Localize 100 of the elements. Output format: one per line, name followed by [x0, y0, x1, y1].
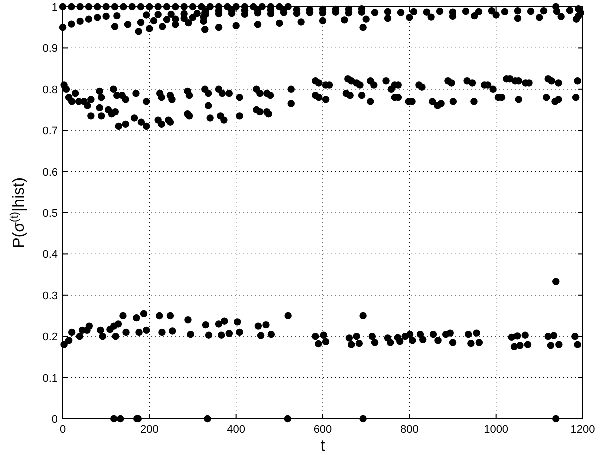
- point: [215, 24, 223, 32]
- point: [423, 8, 431, 16]
- point: [462, 8, 470, 16]
- x-axis-title: t: [320, 438, 326, 455]
- y-tick-label: 0.8: [42, 84, 58, 96]
- point: [143, 122, 150, 130]
- point: [150, 17, 158, 25]
- point: [436, 8, 444, 16]
- point: [471, 12, 478, 20]
- x-tick-label: 1000: [484, 424, 509, 436]
- point: [362, 16, 370, 23]
- point: [540, 8, 548, 15]
- point: [138, 118, 146, 126]
- point: [254, 21, 262, 28]
- point: [397, 9, 405, 16]
- point: [206, 114, 214, 122]
- point: [536, 14, 544, 22]
- point: [501, 8, 509, 16]
- point: [146, 25, 154, 32]
- point: [172, 21, 180, 28]
- point: [88, 112, 95, 120]
- y-tick-label: 0.3: [42, 290, 58, 302]
- point: [553, 8, 561, 16]
- point: [527, 8, 535, 16]
- point: [130, 114, 138, 122]
- point: [276, 20, 284, 28]
- point: [189, 14, 197, 22]
- point: [475, 8, 483, 16]
- point: [102, 12, 110, 20]
- y-tick-label: 0.9: [42, 43, 58, 56]
- point: [114, 12, 121, 20]
- y-tick-label: 0.7: [42, 126, 58, 138]
- point: [154, 11, 162, 18]
- point: [572, 16, 580, 23]
- point: [236, 112, 244, 120]
- point: [371, 9, 379, 16]
- point: [135, 28, 142, 36]
- x-tick-label: 1200: [570, 424, 596, 436]
- x-tick-label: 400: [227, 424, 246, 436]
- point: [98, 112, 106, 120]
- point: [94, 14, 102, 22]
- y-tick-label: 1: [52, 2, 58, 14]
- point: [322, 96, 330, 104]
- point: [143, 12, 150, 19]
- point: [316, 94, 323, 102]
- point: [124, 21, 132, 28]
- point: [220, 116, 228, 124]
- point: [555, 96, 562, 104]
- point: [112, 108, 120, 116]
- point: [85, 16, 93, 23]
- y-tick-label: 0.2: [42, 332, 58, 344]
- point: [298, 18, 305, 26]
- y-tick-label: 0.4: [42, 249, 58, 262]
- point: [429, 98, 436, 106]
- point: [410, 8, 418, 16]
- point: [115, 122, 122, 130]
- point: [470, 98, 478, 106]
- point: [566, 7, 574, 14]
- point: [202, 26, 209, 34]
- point: [194, 10, 201, 18]
- point: [572, 94, 580, 102]
- point: [232, 22, 240, 30]
- point: [168, 10, 175, 18]
- point: [159, 23, 166, 30]
- point: [288, 100, 295, 108]
- point: [358, 92, 366, 100]
- point: [450, 98, 458, 106]
- y-tick-label: 0.6: [42, 166, 58, 179]
- point: [319, 17, 327, 25]
- point: [185, 19, 192, 27]
- point: [341, 16, 348, 24]
- point: [428, 14, 435, 21]
- point: [543, 94, 550, 102]
- point: [205, 102, 212, 110]
- point: [367, 98, 374, 106]
- point: [68, 20, 76, 28]
- point: [256, 108, 264, 116]
- point: [76, 18, 84, 26]
- point: [96, 104, 104, 112]
- point: [558, 13, 565, 20]
- x-tick-label: 200: [140, 424, 159, 436]
- point: [515, 96, 522, 104]
- point: [360, 24, 367, 32]
- x-tick-label: 800: [400, 424, 419, 436]
- point: [406, 14, 414, 22]
- y-tick-label: 0.1: [42, 372, 58, 385]
- y-tick-label: 0: [52, 414, 58, 426]
- x-tick-label: 600: [314, 424, 332, 436]
- point: [488, 8, 496, 15]
- point: [265, 110, 272, 118]
- point: [158, 120, 166, 128]
- point: [438, 100, 445, 108]
- point: [514, 14, 522, 22]
- point: [384, 8, 392, 16]
- point: [346, 92, 354, 100]
- point: [111, 23, 119, 30]
- point: [122, 120, 130, 128]
- point: [514, 8, 522, 15]
- point: [163, 16, 171, 24]
- point: [384, 14, 392, 22]
